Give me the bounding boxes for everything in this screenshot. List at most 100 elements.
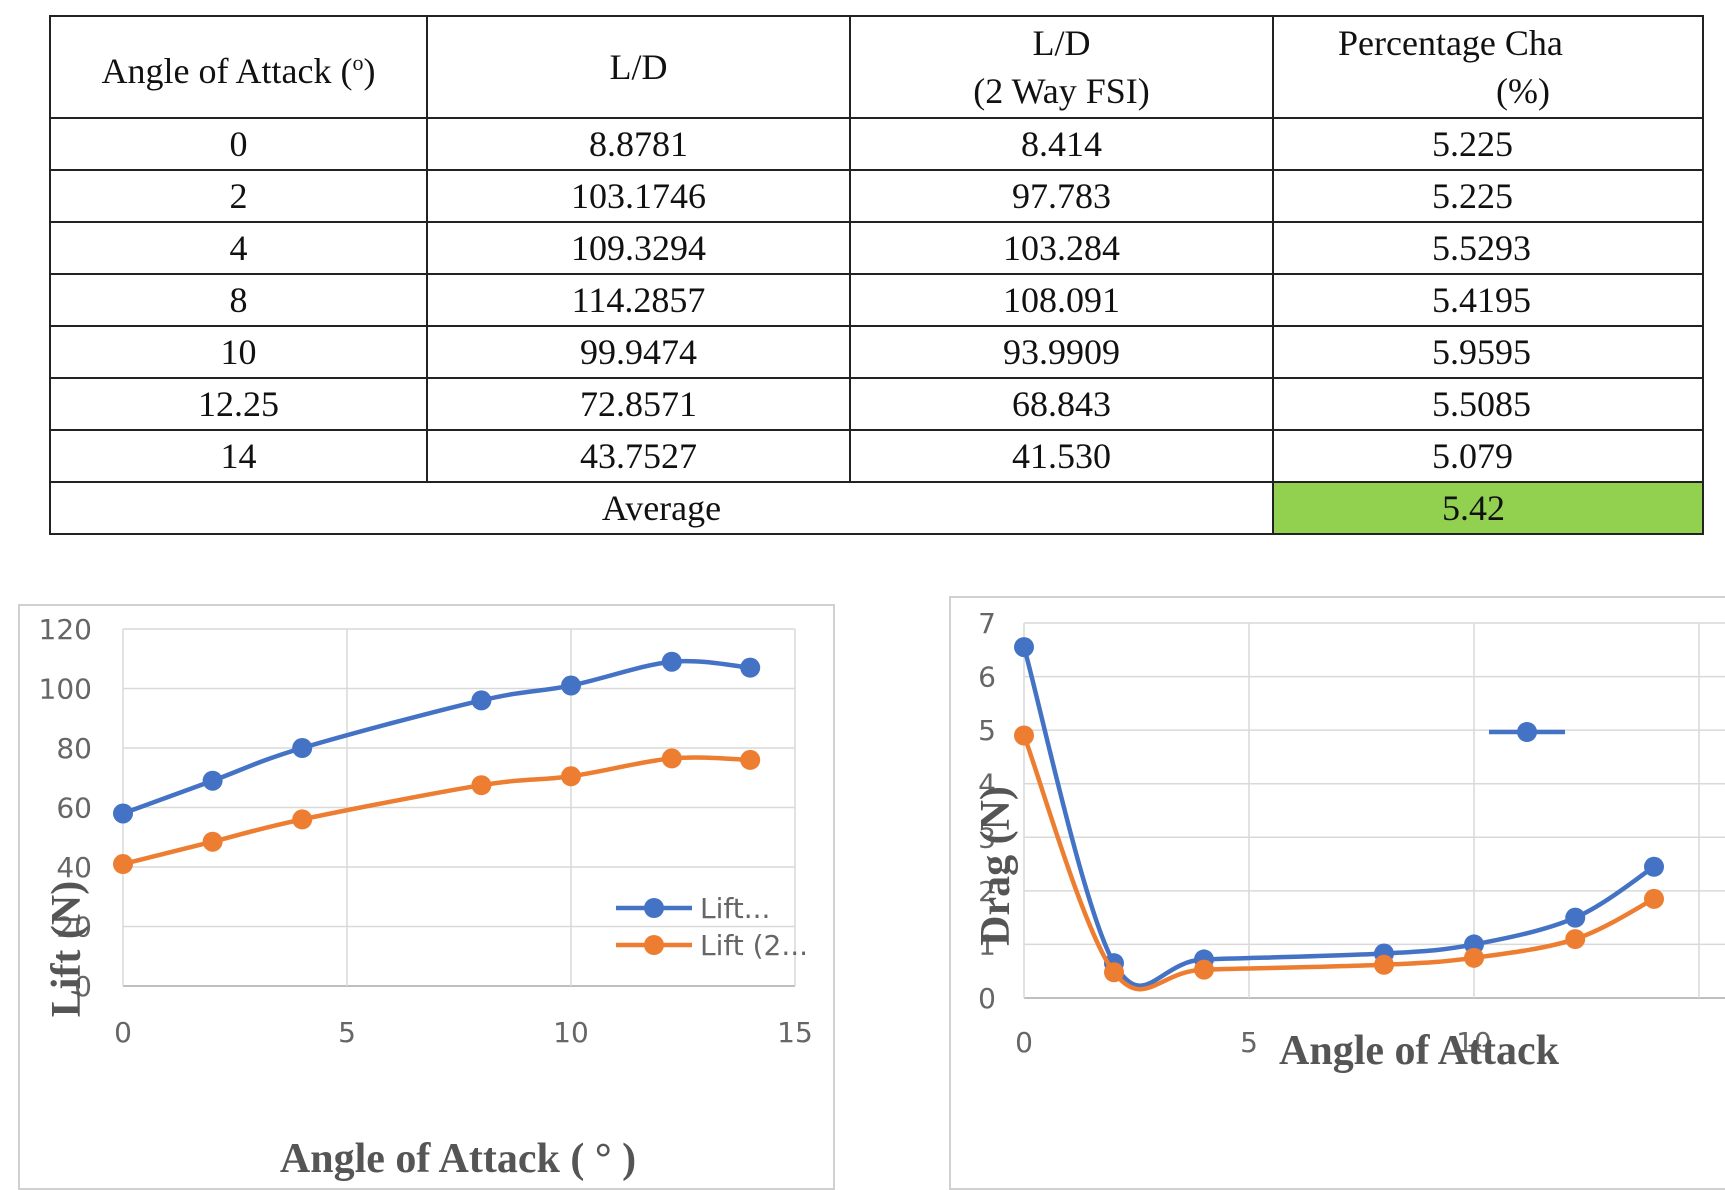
lift-data-point [471, 775, 492, 796]
table-cell: 5.225 [1272, 169, 1704, 223]
table-cell: 114.2857 [426, 273, 851, 327]
table-cell: 93.9909 [849, 325, 1274, 379]
lift-data-point [292, 738, 313, 758]
table-cell: 103.1746 [426, 169, 851, 223]
drag-data-point [1644, 888, 1664, 909]
lift-data-point [661, 748, 682, 769]
drag-series-line [1021, 734, 1656, 992]
lift-data-point [471, 690, 492, 711]
drag-data-point [1565, 907, 1586, 928]
drag-chart: 0 1 2 3 4 5 6 7 0 5 10 Drag (N) Angle of Attack [949, 596, 1725, 1190]
average-row: Average 5.42 [49, 481, 1704, 535]
table-cell: 8.8781 [426, 117, 851, 171]
table-row: 0 8.8781 8.414 5.225 [49, 117, 1704, 171]
drag-chart-frame [949, 596, 1725, 1190]
lift-ytick-label: 0 [74, 970, 92, 1003]
drag-chart-xlabel: Angle of Attack [1279, 1028, 1560, 1074]
table-cell: 5.5293 [1272, 221, 1704, 275]
table-cell: 5.079 [1272, 429, 1704, 483]
table-cell: 5.225 [1272, 117, 1704, 171]
lift-xtick-label: 10 [553, 1016, 589, 1049]
table-cell: 108.091 [849, 273, 1274, 327]
table-cell: 109.3294 [426, 221, 851, 275]
table-cell: 4 [49, 221, 428, 275]
table-cell: 99.9474 [426, 325, 851, 379]
table-cell: 5.9595 [1272, 325, 1704, 379]
lift-data-point [202, 831, 223, 852]
lift-data-point [202, 770, 223, 791]
drag-xtick-label: 10 [1456, 1026, 1492, 1059]
table-row: 8 114.2857 108.091 5.4195 [49, 273, 1704, 327]
header-ld-fsi: L/D (2 Way FSI) [849, 15, 1274, 119]
lift-data-point [561, 766, 581, 787]
drag-data-point [1464, 947, 1484, 968]
table-cell: 41.530 [849, 429, 1274, 483]
header-ld: L/D [426, 15, 851, 119]
table-cell: 8 [49, 273, 428, 327]
header-angle-of-attack: Angle of Attack (o) [49, 15, 428, 119]
table-cell: 5.5085 [1272, 377, 1704, 431]
average-label: Average [49, 481, 1274, 535]
lift-xtick-label: 0 [114, 1016, 132, 1049]
lift-xtick-label: 5 [338, 1016, 356, 1049]
drag-legend-marker [1517, 722, 1537, 742]
table-header-row: Angle of Attack (o) L/D L/D (2 Way FSI) … [49, 15, 1704, 119]
lift-data-point [113, 854, 133, 875]
table-row: 2 103.1746 97.783 5.225 [49, 169, 1704, 223]
lift-data-point [661, 651, 682, 672]
lift-data-point [292, 809, 313, 830]
lift-xtick-label: 15 [777, 1016, 813, 1049]
lift-ytick-label: 60 [56, 792, 92, 825]
lift-legend-marker [644, 898, 664, 918]
drag-ytick-label: 6 [978, 661, 996, 694]
table-cell: 10 [49, 325, 428, 379]
drag-data-point [1104, 962, 1124, 983]
drag-ytick-label: 3 [978, 821, 996, 854]
ld-comparison-table: Angle of Attack (o) L/D L/D (2 Way FSI) … [49, 15, 1704, 535]
table-cell: 43.7527 [426, 429, 851, 483]
drag-ytick-label: 5 [978, 714, 996, 747]
drag-ytick-label: 7 [978, 607, 996, 640]
drag-ytick-label: 0 [978, 982, 996, 1015]
lift-chart-xlabel: Angle of Attack ( ° ) [280, 1136, 636, 1182]
drag-series-line [1021, 646, 1656, 988]
drag-data-point [1014, 725, 1034, 746]
drag-chart-ylabel: Drag (N) [973, 786, 1019, 946]
drag-ytick-label: 4 [978, 768, 996, 801]
table-row: 12.25 72.8571 68.843 5.5085 [49, 377, 1704, 431]
table-cell: 8.414 [849, 117, 1274, 171]
table-row: 14 43.7527 41.530 5.079 [49, 429, 1704, 483]
drag-ytick-label: 2 [978, 875, 996, 908]
lift-ytick-label: 20 [56, 911, 92, 944]
lift-legend-marker [644, 935, 664, 955]
table-cell: 2 [49, 169, 428, 223]
drag-data-point [1644, 856, 1664, 877]
lift-ytick-label: 120 [39, 613, 92, 646]
lift-chart-frame [18, 604, 835, 1190]
lift-ytick-label: 80 [56, 732, 92, 765]
table-cell: 103.284 [849, 221, 1274, 275]
lift-ytick-label: 40 [56, 851, 92, 884]
table-cell: 5.4195 [1272, 273, 1704, 327]
drag-data-point [1014, 637, 1034, 658]
table-row: 4 109.3294 103.284 5.5293 [49, 221, 1704, 275]
table-cell: 68.843 [849, 377, 1274, 431]
table-cell: 12.25 [49, 377, 428, 431]
table-row: 10 99.9474 93.9909 5.9595 [49, 325, 1704, 379]
lift-data-point [113, 803, 133, 824]
lift-data-point [561, 675, 581, 696]
drag-data-point [1565, 929, 1586, 950]
lift-data-point [740, 749, 761, 770]
drag-data-point [1374, 954, 1394, 975]
drag-ytick-label: 1 [978, 928, 996, 961]
lift-chart-ylabel: Lift (N) [44, 881, 90, 1017]
lift-legend-label: Lift (2... [700, 929, 808, 962]
table-cell: 14 [49, 429, 428, 483]
average-value: 5.42 [1272, 481, 1704, 535]
lift-legend-label: Lift... [700, 892, 770, 925]
header-percentage-change: Percentage Cha (%) [1272, 15, 1704, 119]
table-cell: 0 [49, 117, 428, 171]
table-cell: 97.783 [849, 169, 1274, 223]
lift-data-point [740, 657, 761, 678]
